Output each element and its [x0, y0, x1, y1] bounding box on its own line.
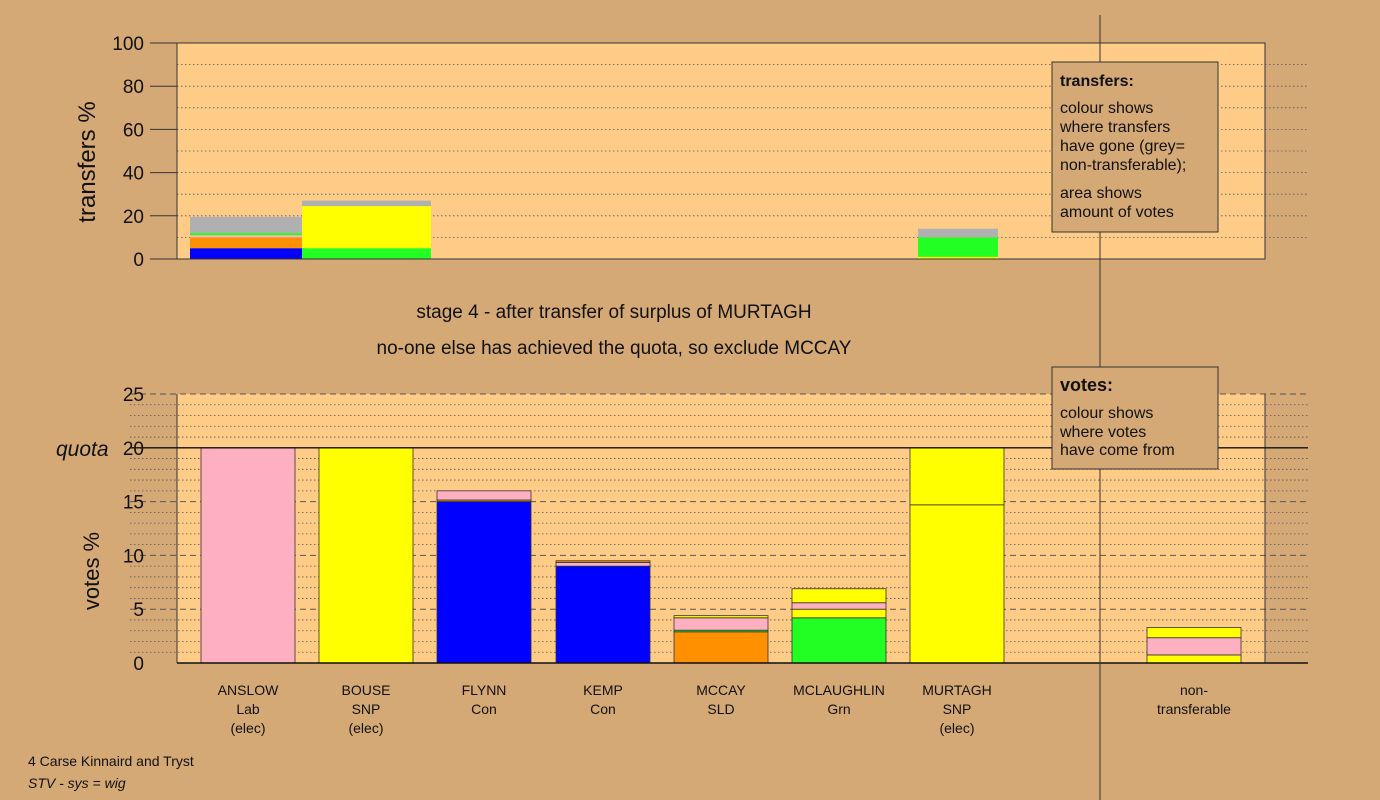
transfer-bar-segment [302, 200, 431, 207]
candidate-label: (elec) [348, 720, 383, 736]
vote-bar-segment [1146, 637, 1242, 656]
transfers-legend-line: area shows [1060, 185, 1142, 202]
votes-y-tick-label: 0 [133, 654, 144, 675]
candidate-label: Con [590, 701, 616, 717]
vote-bar-segment [200, 447, 296, 664]
transfers-y-tick-label: 40 [123, 164, 144, 185]
transfers-y-tick-label: 20 [123, 207, 144, 228]
vote-bar-segment [555, 561, 651, 567]
vote-bar-segment [673, 617, 769, 631]
transfers-legend-box [1051, 61, 1219, 233]
votes-legend-title: votes: [1060, 375, 1113, 395]
quota-label: quota [56, 438, 109, 461]
vote-bar-segment [791, 617, 887, 664]
transfers-y-tick-label: 100 [112, 34, 144, 55]
votes-x-labels: ANSLOW Lab (elec) BOUSE SNP (elec) FLYNN Con KEM… [218, 682, 1232, 736]
footer-ward: 4 Carse Kinnaird and Tryst [28, 753, 194, 769]
transfers-legend-line: colour shows [1060, 100, 1153, 117]
votes-y-ticks: 0 5 10 15 20 25 [123, 385, 144, 675]
candidate-label: FLYNN [462, 682, 507, 698]
transfer-bar-segment [302, 206, 431, 249]
stage-caption: stage 4 - after transfer of surplus of M… [416, 302, 811, 323]
transfer-bar-segment [190, 235, 305, 238]
candidate-label: SLD [707, 701, 734, 717]
vote-bar-segment [673, 631, 769, 664]
candidate-label: transferable [1157, 701, 1231, 717]
votes-legend-box [1051, 366, 1219, 470]
vote-bar-segment [555, 560, 651, 563]
votes-bars [200, 447, 1242, 664]
candidate-label: Grn [827, 701, 850, 717]
transfer-bar-segment [918, 228, 998, 238]
candidate-label: MCLAUGHLIN [793, 682, 885, 698]
footer-system: STV - sys = wig [28, 775, 126, 791]
vote-bar-segment [318, 447, 414, 664]
transfer-bar-segment [918, 256, 998, 259]
candidate-label: (elec) [230, 720, 265, 736]
transfers-legend-line: where transfers [1059, 119, 1170, 136]
candidate-label: SNP [352, 701, 381, 717]
vote-bar-segment [555, 565, 651, 664]
vote-bar-segment [1146, 627, 1242, 639]
transfers-y-tick-label: 0 [133, 250, 144, 271]
action-caption: no-one else has achieved the quota, so e… [377, 338, 852, 359]
transfer-bar-segment [190, 248, 305, 259]
transfers-y-tick-label: 60 [123, 120, 144, 141]
votes-legend-line: where votes [1059, 424, 1146, 441]
candidate-label: (elec) [939, 720, 974, 736]
votes-y-tick-label: 25 [123, 385, 144, 406]
vote-bar-segment [436, 490, 532, 501]
candidate-label: Lab [236, 701, 260, 717]
transfers-bars [190, 200, 998, 259]
candidate-label: ANSLOW [218, 682, 279, 698]
transfers-y-ticks: 0 20 40 60 80 100 [112, 34, 177, 271]
vote-bar-segment [436, 501, 532, 664]
candidate-label: KEMP [583, 682, 623, 698]
votes-legend-line: have come from [1060, 442, 1175, 459]
votes-legend-line: colour shows [1060, 405, 1153, 422]
transfer-bar-segment [190, 233, 305, 236]
candidate-label: MCCAY [696, 682, 746, 698]
transfers-legend-line: non-transferable); [1060, 157, 1186, 174]
transfers-plot-frame [176, 42, 1266, 260]
transfer-bar-segment [918, 237, 998, 257]
votes-y-tick-label: 15 [123, 493, 144, 514]
transfer-bar-segment [190, 216, 305, 234]
candidate-label: MURTAGH [922, 682, 991, 698]
transfers-y-axis-label: transfers % [74, 101, 101, 222]
votes-y-tick-label: 10 [123, 546, 144, 567]
vote-bar-segment [791, 602, 887, 610]
candidate-label: BOUSE [341, 682, 390, 698]
vote-bar-segment [909, 504, 1005, 664]
votes-y-tick-label: 20 [123, 439, 144, 460]
transfers-legend-line: have gone (grey= [1060, 138, 1185, 155]
votes-legend: votes: colour shows where votes have com… [1051, 366, 1219, 470]
candidate-label: SNP [943, 701, 972, 717]
vote-bar-segment [1146, 654, 1242, 664]
vote-bar-segment [791, 588, 887, 604]
transfer-bar-segment [302, 248, 431, 259]
vote-bar-segment [909, 447, 1005, 506]
transfers-legend-line: amount of votes [1060, 204, 1174, 221]
transfers-legend: transfers: colour shows where transfers … [1051, 61, 1219, 233]
transfer-bar-segment [190, 237, 305, 249]
vote-bar-segment [791, 608, 887, 619]
votes-y-axis-label: votes % [79, 532, 104, 610]
vote-bar-segment [673, 615, 769, 619]
candidate-label: non- [1180, 682, 1208, 698]
votes-y-tick-label: 5 [133, 600, 144, 621]
transfers-legend-title: transfers: [1060, 73, 1134, 90]
candidate-label: Con [471, 701, 497, 717]
transfers-y-tick-label: 80 [123, 77, 144, 98]
